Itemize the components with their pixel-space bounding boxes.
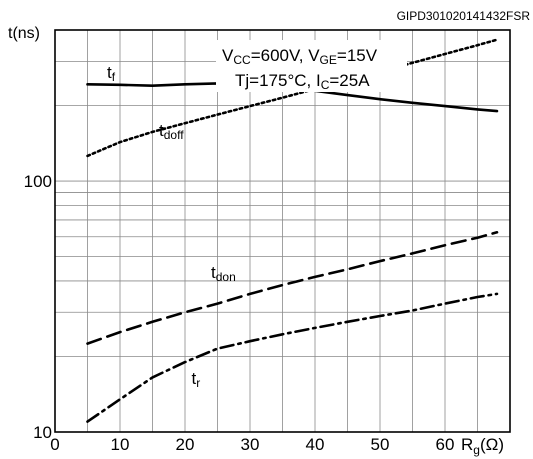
y-tick-label: 100	[24, 172, 52, 191]
x-tick-label: 40	[306, 435, 325, 454]
y-tick-label: 10	[33, 423, 52, 442]
x-tick-label: 30	[241, 435, 260, 454]
x-tick-label: 50	[371, 435, 390, 454]
series-label-tdon: tdon	[211, 263, 236, 284]
series-label-tdoff: tdoff	[159, 121, 184, 142]
series-line-tdon	[86, 231, 499, 345]
figure-id: GIPD301020141432FSR	[397, 9, 531, 23]
series-label-tr: tr	[192, 369, 201, 390]
conditions-line-1: VCC=600V, VGE=15V	[222, 46, 378, 67]
x-tick-label: 10	[111, 435, 130, 454]
curves	[86, 38, 499, 423]
series-line-tr	[86, 292, 499, 423]
series-label-tf: tf	[107, 63, 116, 84]
y-axis-label: t(ns)	[8, 25, 40, 42]
x-axis-label: Rg(Ω)	[461, 435, 504, 457]
series-labels: tf tdoff tdon tr	[107, 63, 236, 390]
x-tick-label: 60	[436, 435, 455, 454]
plot-frame	[54, 29, 511, 433]
x-tick-label: 20	[176, 435, 195, 454]
y-tick-labels: 10 100	[24, 172, 52, 442]
x-tick-label: 0	[50, 435, 59, 454]
conditions-box: VCC=600V, VGE=15V Tj=175°C, IC=25A	[216, 40, 407, 92]
series-line-tdoff	[86, 38, 499, 158]
conditions-line-2: Tj=175°C, IC=25A	[235, 71, 370, 92]
x-tick-labels: 0 10 20 30 40 50 60	[50, 435, 454, 454]
